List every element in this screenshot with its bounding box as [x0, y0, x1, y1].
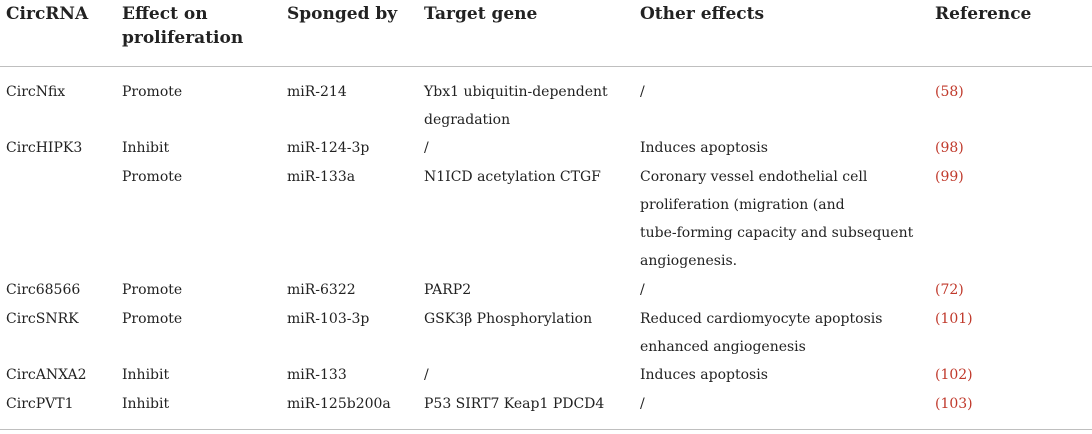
cell-circrna: CircHIPK3	[6, 140, 83, 156]
cell-sponged-by: miR-124-3p	[287, 140, 370, 156]
reference-link[interactable]: (58)	[935, 84, 964, 100]
cell-effect: Inhibit	[122, 396, 170, 412]
cell-sponged-by: miR-103-3p	[287, 311, 370, 327]
cell-target-gene: PARP2	[424, 276, 471, 304]
cell-effect: Promote	[122, 84, 183, 100]
cell-circrna: CircNfix	[6, 84, 66, 100]
cell-target-gene: Ybx1 ubiquitin-dependent degradation	[424, 78, 608, 134]
reference-link[interactable]: (102)	[935, 367, 973, 383]
cell-sponged-by: miR-133a	[287, 169, 356, 185]
cell-effect: Promote	[122, 169, 183, 185]
cell-target-gene-line: /	[424, 140, 429, 156]
cell-target-gene-line: N1ICD acetylation CTGF	[424, 169, 601, 185]
cell-other-effects-line: /	[640, 396, 645, 412]
cell-other-effects-line: enhanced angiogenesis	[640, 339, 806, 355]
reference-link[interactable]: (103)	[935, 396, 973, 412]
header-divider	[0, 66, 1092, 67]
cell-effect: Promote	[122, 311, 183, 327]
header-other-effects: Other effects	[640, 4, 765, 24]
cell-other-effects-line: Induces apoptosis	[640, 367, 768, 383]
cell-circrna: Circ68566	[6, 282, 81, 298]
cell-other-effects: /	[640, 390, 645, 418]
table-header: CircRNA Effect on proliferation Sponged …	[0, 0, 1092, 66]
cell-other-effects: /	[640, 276, 645, 304]
header-circrna: CircRNA	[6, 4, 89, 24]
cell-sponged-by: miR-133	[287, 367, 347, 383]
cell-other-effects-line: Coronary vessel endothelial cell	[640, 169, 868, 185]
cell-other-effects-line: Induces apoptosis	[640, 140, 768, 156]
cell-target-gene-line: PARP2	[424, 282, 472, 298]
reference-link[interactable]: (98)	[935, 140, 964, 156]
cell-target-gene-line: degradation	[424, 112, 511, 128]
cell-sponged-by: miR-125b200a	[287, 396, 391, 412]
cell-other-effects-line: tube-forming capacity and subsequent	[640, 225, 914, 241]
cell-target-gene-line: Ybx1 ubiquitin-dependent	[424, 84, 608, 100]
reference-link[interactable]: (72)	[935, 282, 964, 298]
header-effect-line-1: Effect on	[122, 4, 208, 24]
cell-circrna: CircANXA2	[6, 367, 87, 383]
cell-target-gene: N1ICD acetylation CTGF	[424, 163, 601, 191]
cell-circrna: CircPVT1	[6, 396, 74, 412]
cell-target-gene-line: /	[424, 367, 429, 383]
cell-target-gene: /	[424, 134, 429, 162]
cell-other-effects-line: /	[640, 84, 645, 100]
cell-target-gene-line: GSK3β Phosphorylation	[424, 311, 593, 327]
cell-sponged-by: miR-214	[287, 84, 347, 100]
header-reference: Reference	[935, 4, 1032, 24]
cell-other-effects-line: Reduced cardiomyocyte apoptosis	[640, 311, 883, 327]
cell-effect: Promote	[122, 282, 183, 298]
cell-other-effects: Induces apoptosis	[640, 361, 768, 389]
cell-other-effects-line: /	[640, 282, 645, 298]
table-bottom-rule	[0, 429, 1092, 430]
cell-circrna: CircSNRK	[6, 311, 79, 327]
cell-effect: Inhibit	[122, 367, 170, 383]
header-sponged-by: Sponged by	[287, 4, 398, 24]
header-target-gene: Target gene	[424, 4, 538, 24]
header-effect-line-2: proliferation	[122, 28, 244, 48]
cell-other-effects: /	[640, 78, 645, 106]
cell-other-effects: Reduced cardiomyocyte apoptosis enhanced …	[640, 305, 882, 361]
reference-link[interactable]: (99)	[935, 169, 964, 185]
cell-other-effects: Induces apoptosis	[640, 134, 768, 162]
cell-target-gene: /	[424, 361, 429, 389]
cell-target-gene-line: P53 SIRT7 Keap1 PDCD4	[424, 396, 605, 412]
cell-other-effects: Coronary vessel endothelial cell prolifer…	[640, 163, 913, 275]
header-effect: Effect on proliferation	[122, 2, 243, 50]
cell-effect: Inhibit	[122, 140, 170, 156]
reference-link[interactable]: (101)	[935, 311, 973, 327]
cell-other-effects-line: angiogenesis.	[640, 253, 738, 269]
cell-target-gene: GSK3β Phosphorylation	[424, 305, 592, 333]
cell-sponged-by: miR-6322	[287, 282, 356, 298]
cell-target-gene: P53 SIRT7 Keap1 PDCD4	[424, 390, 604, 418]
cell-other-effects-line: proliferation (migration (and	[640, 197, 845, 213]
